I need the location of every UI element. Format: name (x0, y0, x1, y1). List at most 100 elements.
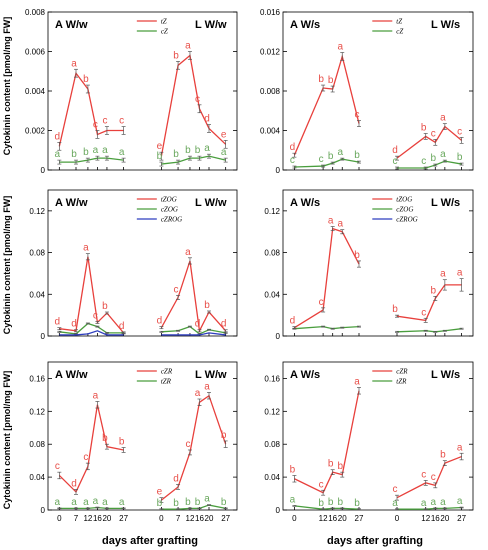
significance-letter: c (431, 128, 436, 139)
significance-letter: a (431, 497, 437, 508)
plot-frame (282, 189, 474, 337)
y-tick-label: 0.008 (25, 8, 46, 17)
significance-letter: d (71, 478, 77, 489)
significance-letter: a (328, 216, 334, 227)
significance-letter: a (204, 494, 210, 505)
significance-letter: b (221, 497, 227, 508)
significance-letter: a (457, 496, 463, 507)
significance-letter: c (393, 156, 398, 167)
y-tick-label: 0.004 (25, 87, 46, 96)
significance-letter: b (173, 50, 179, 61)
series-line-cZR (58, 404, 124, 494)
significance-letter: a (457, 442, 463, 453)
significance-letter: a (195, 388, 201, 399)
y-tick-label: 0 (276, 506, 281, 515)
y-tick-label: 0.04 (264, 290, 280, 299)
y-tick-label: 0.002 (25, 127, 46, 136)
significance-letter: b (421, 122, 427, 133)
series-line-cZ (59, 157, 124, 163)
plot-frame (47, 361, 238, 511)
significance-letter: b (318, 74, 324, 85)
x-tick-label: 16 (195, 514, 204, 523)
significance-letter: b (119, 437, 125, 448)
significance-letter: d (119, 321, 125, 332)
panel-title-right: L W/w (195, 369, 227, 381)
y-tick-label: 0.12 (29, 207, 45, 216)
legend-label: tZ (396, 18, 402, 26)
significance-letter: e (157, 141, 163, 152)
significance-letter: b (354, 150, 360, 161)
x-tick-label: 16 (431, 514, 440, 523)
significance-letter: a (83, 497, 89, 508)
significance-letter: c (431, 472, 436, 483)
significance-letter: a (440, 149, 446, 160)
y-tick-label: 0 (276, 332, 281, 341)
y-tick-label: 0 (276, 166, 281, 175)
y-tick-label: 0.08 (264, 440, 280, 449)
significance-letter: a (102, 145, 108, 156)
significance-letter: c (393, 484, 398, 495)
y-tick-label: 0.004 (260, 127, 281, 136)
series-line-tZOG (294, 227, 360, 329)
significance-letter: a (185, 247, 191, 258)
significance-letter: b (431, 285, 437, 296)
significance-letter: a (440, 497, 446, 508)
significance-letter: a (55, 149, 61, 160)
significance-letter: b (173, 149, 179, 160)
legend-label: cZROG (161, 216, 182, 224)
series-line-cZR (160, 394, 227, 501)
y-tick-label: 0.12 (264, 207, 280, 216)
significance-letter: b (195, 145, 201, 156)
significance-letter: c (319, 297, 324, 308)
y-tick-label: 0.12 (29, 407, 45, 416)
plot-frame (282, 361, 474, 511)
significance-letter: b (354, 498, 360, 509)
significance-letter: a (337, 147, 343, 158)
x-tick-label: 12 (83, 514, 92, 523)
significance-letter: a (354, 376, 360, 387)
panel-title-right: L W/w (195, 19, 227, 31)
x-tick-label: 20 (102, 514, 111, 523)
y-tick-label: 0 (41, 166, 46, 175)
legend-label: cZOG (161, 206, 178, 214)
significance-letter: a (221, 147, 227, 158)
significance-letter: e (221, 129, 227, 140)
series-line-cZOG (161, 325, 226, 335)
significance-letter: d (173, 474, 179, 485)
significance-letter: c (93, 310, 98, 321)
legend-label: tZR (161, 378, 172, 386)
panel-title-right: L W/s (431, 369, 460, 381)
significance-letter: b (337, 461, 343, 472)
significance-letter: a (93, 496, 99, 507)
series-line-tZOG (396, 284, 462, 322)
panel-title-left: A W/w (55, 197, 88, 209)
significance-letter: c (195, 94, 200, 105)
series-line-cZOG (294, 325, 360, 330)
y-axis-label-row-3: Cytokinin content [pmol/mg FW] (2, 371, 12, 510)
y-tick-label: 0.04 (29, 473, 45, 482)
legend-label: cZR (161, 368, 173, 376)
panel-title-left: A W/w (55, 19, 88, 31)
panel-title-right: L W/w (195, 197, 227, 209)
series-line-cZROG (161, 332, 226, 336)
x-tick-label: 0 (292, 514, 297, 523)
significance-letter: a (55, 497, 61, 508)
significance-letter: b (457, 152, 463, 163)
significance-letter: b (354, 250, 360, 261)
y-tick-label: 0.016 (260, 8, 281, 17)
significance-letter: a (337, 41, 343, 52)
x-tick-label: 12 (319, 514, 328, 523)
significance-letter: a (102, 497, 108, 508)
series-line-cZOG (59, 322, 124, 335)
legend-label: cZ (396, 28, 403, 36)
legend-label: cZ (161, 28, 168, 36)
y-tick-label: 0.12 (264, 407, 280, 416)
legend-label: tZOG (161, 196, 177, 204)
significance-letter: b (290, 464, 296, 475)
significance-letter: b (173, 498, 179, 509)
y-tick-label: 0.006 (25, 48, 46, 57)
x-tick-label: 7 (74, 514, 79, 523)
legend-label: cZOG (396, 206, 413, 214)
